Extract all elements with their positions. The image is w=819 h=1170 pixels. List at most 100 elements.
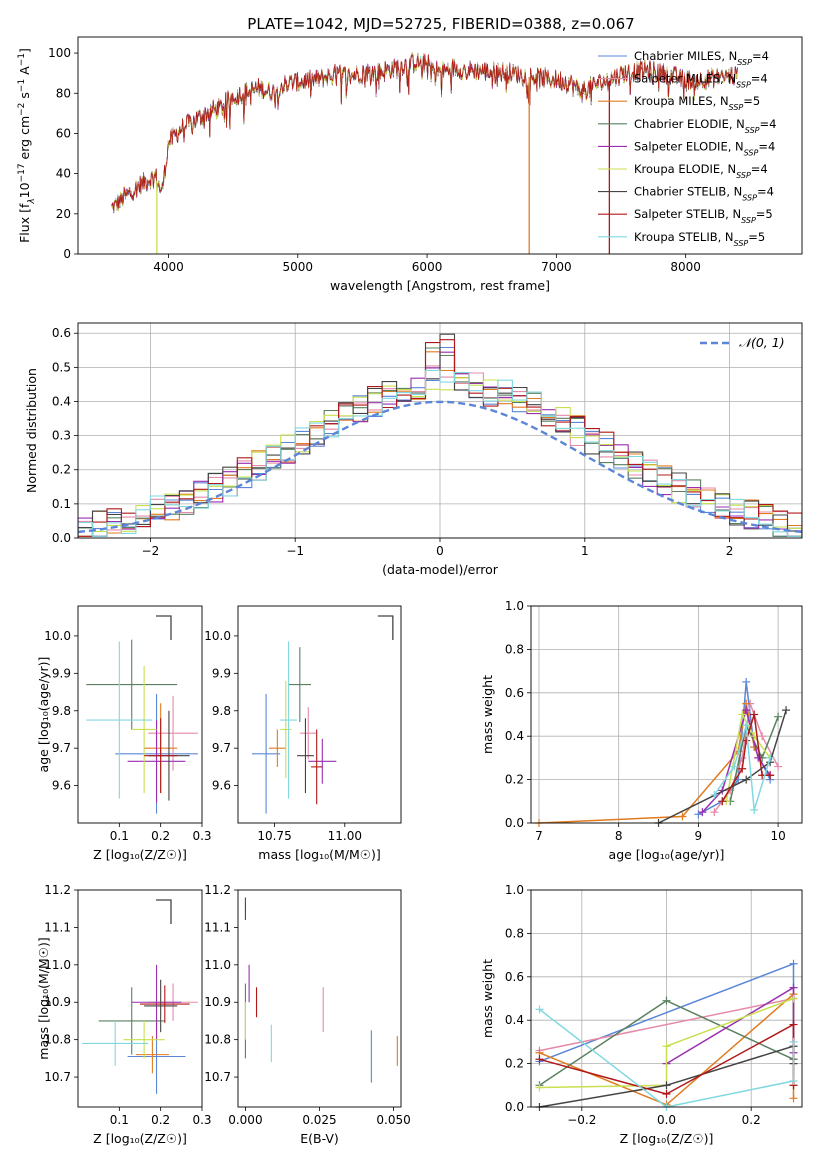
y-tick-label: 0.4 bbox=[505, 729, 524, 743]
x-tick-label: −1 bbox=[286, 544, 304, 558]
y-tick-label: 1.0 bbox=[505, 883, 524, 897]
x-axis-label: mass [log₁₀(M/M☉)] bbox=[258, 847, 380, 862]
y-tick-label: 0.0 bbox=[505, 1100, 524, 1114]
y-tick-label: 0.2 bbox=[505, 773, 524, 787]
y-tick-label: 9.8 bbox=[212, 704, 231, 718]
y-axis-label-part: −1 bbox=[17, 53, 27, 66]
axes-frame bbox=[77, 36, 803, 255]
x-tick-label: 10 bbox=[770, 829, 785, 843]
y-axis-label: mass [log₁₀(M/M☉)] bbox=[36, 937, 51, 1059]
legend-name: Kroupa ELODIE, N bbox=[634, 162, 736, 176]
weight-vs-age-chart: 7 8 9 10 0.0 0.2 0.4 0.6 0.8 1.0 age [log₁₀(age/yr… bbox=[480, 599, 803, 862]
x-tick-label: 0.000 bbox=[228, 1113, 262, 1127]
y-axis-label-part: −1 bbox=[17, 79, 27, 92]
y-axis-label-part: erg cm bbox=[17, 116, 32, 164]
y-tick-label: 11.1 bbox=[44, 920, 71, 934]
x-tick-label: 1 bbox=[581, 544, 589, 558]
legend-entry: Chabrier STELIB, NSSP=4 bbox=[634, 185, 774, 203]
y-tick-label: 10.8 bbox=[44, 1033, 71, 1047]
legend-nssp: =5 bbox=[756, 207, 773, 221]
x-axis-label: E(B-V) bbox=[300, 1131, 339, 1146]
weight-vs-Z-chart: −0.2 0.0 0.2 0.0 0.2 0.4 0.6 0.8 1.0 Z [log₁₀(Z/Z… bbox=[480, 883, 803, 1146]
weight-marker bbox=[774, 712, 783, 721]
x-axis-label: Z [log₁₀(Z/Z☉)] bbox=[620, 1131, 714, 1146]
plot-layer: 4000 5000 6000 7000 8000020406080100waveleng… bbox=[17, 36, 803, 1146]
y-axis-label-part: λ bbox=[27, 198, 37, 204]
axes-frame bbox=[237, 605, 402, 824]
axes-frame bbox=[237, 889, 402, 1108]
y-tick-label: 10.7 bbox=[44, 1070, 71, 1084]
legend-nssp: =4 bbox=[757, 185, 774, 199]
weight-marker bbox=[698, 808, 707, 817]
y-tick-label: 0.1 bbox=[52, 497, 71, 511]
x-tick-label: 9 bbox=[695, 829, 703, 843]
y-tick-label: 10.8 bbox=[204, 1033, 231, 1047]
weight-marker bbox=[766, 771, 775, 780]
x-axis-label: (data-model)/error bbox=[382, 562, 499, 577]
x-tick-label: 0 bbox=[436, 544, 444, 558]
x-tick-label: −2 bbox=[142, 544, 160, 558]
y-axis-label: age [log₁₀(age/yr)] bbox=[36, 657, 51, 773]
weight-marker bbox=[742, 721, 751, 730]
y-tick-label: 0.3 bbox=[52, 429, 71, 443]
weight-marker bbox=[774, 762, 783, 771]
weight-series-line bbox=[539, 997, 794, 1089]
y-axis-label-part: −2 bbox=[17, 103, 27, 116]
normal-reference-curve bbox=[78, 400, 802, 534]
spectrum-chart: 4000 5000 6000 7000 8000 0 20 40 60 80 100 waveleng… bbox=[17, 36, 803, 293]
age-vs-Z-chart: 0.1 0.2 0.3 9.6 9.7 9.8 9.9 10.0 Z [log₁₀(Z/Z☉)]… bbox=[36, 605, 212, 862]
legend-sub: SSP bbox=[742, 193, 757, 202]
legend-sub: SSP bbox=[736, 80, 751, 89]
x-tick-label: 0.2 bbox=[151, 829, 170, 843]
y-axis-label-part: s bbox=[17, 92, 32, 103]
x-tick-label: 10.75 bbox=[257, 829, 291, 843]
residuals-chart: −2 −1 0 1 2 0.0 0.1 0.2 0.3 0.4 0.5 0.6 (data-model)… bbox=[24, 322, 803, 577]
axes-frame bbox=[77, 322, 803, 539]
x-tick-label: 0.2 bbox=[151, 1113, 170, 1127]
weight-marker bbox=[662, 996, 671, 1005]
y-axis-label-part: A bbox=[17, 66, 32, 79]
weight-marker bbox=[789, 1037, 798, 1046]
x-tick-label: 7 bbox=[535, 829, 543, 843]
corner-errorbar-marker bbox=[156, 615, 172, 640]
y-tick-label: 0.6 bbox=[52, 326, 71, 340]
x-tick-label: 2 bbox=[726, 544, 734, 558]
y-tick-label: 20 bbox=[56, 207, 71, 221]
x-tick-label: −0.2 bbox=[567, 1113, 596, 1127]
y-axis-label-part: ] bbox=[17, 48, 32, 53]
weight-marker bbox=[742, 775, 751, 784]
legend-entry: Kroupa MILES, NSSP=5 bbox=[634, 94, 760, 112]
weight-marker bbox=[789, 994, 798, 1003]
weight-marker bbox=[718, 797, 727, 806]
weight-marker bbox=[678, 812, 687, 821]
y-tick-label: 10.0 bbox=[44, 629, 71, 643]
x-tick-label: 8 bbox=[615, 829, 623, 843]
weight-marker bbox=[662, 1042, 671, 1051]
x-tick-label: 7000 bbox=[541, 260, 572, 274]
legend-name: Kroupa STELIB, N bbox=[634, 230, 734, 244]
legend-sub: SSP bbox=[744, 148, 759, 157]
legend-name: Chabrier ELODIE, N bbox=[634, 117, 745, 131]
legend-entry: Kroupa STELIB, NSSP=5 bbox=[634, 230, 765, 248]
x-tick-label: 5000 bbox=[283, 260, 314, 274]
axes-frame bbox=[530, 605, 803, 824]
y-tick-label: 11.0 bbox=[204, 958, 231, 972]
y-axis-label-part: −17 bbox=[17, 163, 27, 182]
y-tick-label: 10.7 bbox=[204, 1070, 231, 1084]
legend-entry: Kroupa ELODIE, NSSP=4 bbox=[634, 162, 768, 180]
legend-nssp: =4 bbox=[751, 162, 768, 176]
legend-nssp: =4 bbox=[760, 117, 777, 131]
y-tick-label: 0.2 bbox=[52, 463, 71, 477]
x-axis-label: Z [log₁₀(Z/Z☉)] bbox=[93, 1131, 187, 1146]
legend-nssp: =5 bbox=[743, 94, 760, 108]
legend-entry: Salpeter ELODIE, NSSP=4 bbox=[634, 139, 775, 157]
mass-vs-ebv-chart: 0.000 0.025 0.050 10.7 10.8 10.9 11.0 11.1 11.2 E… bbox=[204, 883, 410, 1146]
y-tick-label: 9.9 bbox=[212, 666, 231, 680]
x-tick-label: 0.025 bbox=[302, 1113, 336, 1127]
weight-marker bbox=[662, 1089, 671, 1098]
histogram-series bbox=[78, 333, 802, 538]
legend-name: Salpeter STELIB, N bbox=[634, 207, 741, 221]
weight-marker bbox=[535, 1005, 544, 1014]
legend-name: Salpeter ELODIE, N bbox=[634, 139, 744, 153]
